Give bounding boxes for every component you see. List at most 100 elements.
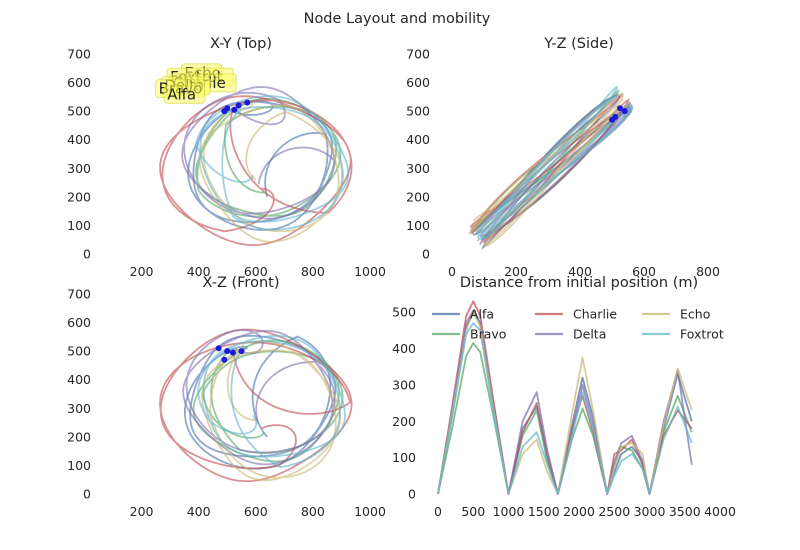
panel-yz-x-ticks: 0 200 400 600 800 [448, 264, 720, 279]
node-marker [617, 105, 623, 112]
y-tick-label: 600 [67, 315, 91, 330]
y-tick-label: 100 [406, 218, 430, 233]
node-marker [231, 106, 238, 113]
panel-distance-title: Distance from initial position (m) [460, 275, 698, 291]
y-tick-label: 300 [406, 161, 430, 176]
panel-xz-trajectories [159, 328, 353, 483]
y-tick-label: 600 [67, 75, 91, 90]
panel-xy-trajectories [159, 86, 353, 247]
x-tick-label: 1000 [354, 504, 386, 519]
y-tick-label: 100 [67, 458, 91, 473]
panel-yz-y-ticks: 0 100 200 300 400 500 600 700 [406, 47, 430, 262]
legend-label-bravo: Bravo [470, 327, 506, 342]
y-tick-label: 400 [67, 132, 91, 147]
x-tick-label: 400 [568, 264, 592, 279]
node-marker [238, 348, 245, 355]
x-tick-label: 0 [434, 504, 442, 519]
x-tick-label: 200 [130, 264, 154, 279]
figure-title: Node Layout and mobility [304, 11, 491, 27]
y-tick-label: 600 [406, 75, 430, 90]
trajectory-charlie [159, 95, 353, 247]
trajectory-delta [181, 86, 337, 220]
node-marker [215, 345, 222, 352]
y-tick-label: 400 [67, 372, 91, 387]
panel-xy-y-ticks: 0 100 200 300 400 500 600 700 [67, 47, 91, 262]
panel-distance-x-ticks: 0 500 1000 1500 2000 2500 3000 3500 4000 [434, 504, 736, 519]
node-tag-box [163, 84, 206, 104]
y-tick-label: 300 [392, 377, 416, 392]
y-tick-label: 0 [422, 247, 430, 262]
panel-xy-node-markers [221, 99, 251, 115]
y-tick-label: 500 [392, 305, 416, 320]
node-marker [235, 102, 242, 109]
y-tick-label: 700 [406, 47, 430, 62]
trajectory-foxtrot [197, 334, 346, 469]
legend-label-foxtrot: Foxtrot [680, 327, 724, 342]
panel-distance-y-ticks: 0 100 200 300 400 500 [392, 305, 416, 502]
panel-xz-x-ticks: 200 400 600 800 1000 [130, 504, 386, 519]
x-tick-label: 4000 [704, 504, 736, 519]
x-tick-label: 400 [187, 504, 211, 519]
panel-xz-front: X-Z (Front) 0 100 200 300 400 500 600 700 200 40… [67, 275, 386, 519]
x-tick-label: 600 [244, 504, 268, 519]
trajectory-echo [198, 101, 343, 243]
trajectory-echo [201, 340, 342, 482]
node-marker [221, 356, 228, 363]
panel-xy-top: X-Y (Top) 0 100 200 300 400 500 600 700 200 400 6… [67, 36, 386, 279]
trajectory-charlie [159, 328, 353, 483]
x-tick-label: 800 [696, 264, 720, 279]
node-marker [221, 108, 228, 115]
x-tick-label: 800 [301, 504, 325, 519]
x-tick-label: 800 [301, 264, 325, 279]
node-marker [244, 99, 251, 106]
node-tag-alfa: Alfa [167, 85, 196, 103]
x-tick-label: 2500 [598, 504, 630, 519]
series-line-foxtrot [437, 322, 693, 495]
panel-xy-title: X-Y (Top) [210, 36, 272, 52]
y-tick-label: 700 [67, 287, 91, 302]
panel-yz-trajectories [467, 85, 634, 250]
node-marker [229, 349, 236, 356]
x-tick-label: 600 [632, 264, 656, 279]
x-tick-label: 200 [504, 264, 528, 279]
y-tick-label: 500 [67, 344, 91, 359]
panel-yz-side: Y-Z (Side) 0 100 200 300 400 500 600 700 0 200 40… [406, 36, 720, 279]
y-tick-label: 300 [67, 161, 91, 176]
node-marker [609, 116, 615, 123]
x-tick-label: 3500 [669, 504, 701, 519]
x-tick-label: 1500 [528, 504, 560, 519]
legend-label-alfa: Alfa [470, 307, 494, 322]
panel-xz-node-markers [215, 345, 245, 363]
x-tick-label: 1000 [354, 264, 386, 279]
x-tick-label: 500 [461, 504, 485, 519]
x-tick-label: 600 [244, 264, 268, 279]
y-tick-label: 400 [392, 341, 416, 356]
y-tick-label: 500 [406, 104, 430, 119]
y-tick-label: 500 [67, 104, 91, 119]
legend-label-charlie: Charlie [573, 307, 617, 322]
panel-distance-series [437, 300, 693, 495]
y-tick-label: 200 [392, 414, 416, 429]
trajectory-foxtrot [475, 85, 634, 241]
panel-yz-title: Y-Z (Side) [543, 36, 614, 52]
y-tick-label: 200 [67, 189, 91, 204]
y-tick-label: 0 [408, 487, 416, 502]
x-tick-label: 1000 [493, 504, 525, 519]
panel-xy-x-ticks: 200 400 600 800 1000 [130, 264, 386, 279]
panel-distance-legend: Alfa Charlie Echo Bravo Delta Foxtrot [432, 307, 724, 342]
legend-label-delta: Delta [573, 327, 606, 342]
x-tick-label: 3000 [634, 504, 666, 519]
node-marker [224, 348, 231, 355]
panel-xz-y-ticks: 0 100 200 300 400 500 600 700 [67, 287, 91, 502]
y-tick-label: 0 [83, 487, 91, 502]
y-tick-label: 200 [67, 429, 91, 444]
y-tick-label: 200 [406, 189, 430, 204]
x-tick-label: 2000 [563, 504, 595, 519]
y-tick-label: 700 [67, 47, 91, 62]
legend-label-echo: Echo [680, 307, 710, 322]
panel-xy-node-tags: EchoFoxtrotCharlieDeltaBravoAlfa [155, 63, 237, 104]
y-tick-label: 0 [83, 247, 91, 262]
y-tick-label: 400 [406, 132, 430, 147]
trajectory-foxtrot [195, 95, 350, 231]
